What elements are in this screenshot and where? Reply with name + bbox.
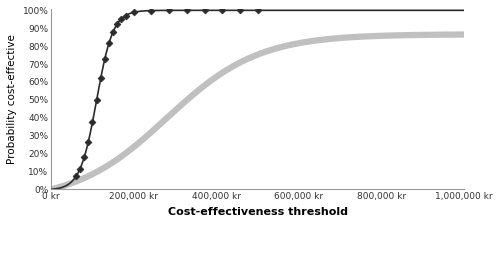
Y-axis label: Probability cost-effective: Probability cost-effective (7, 34, 17, 164)
Legend: GHD, SGA: GHD, SGA (190, 259, 326, 263)
X-axis label: Cost-effectiveness threshold: Cost-effectiveness threshold (168, 207, 348, 217)
